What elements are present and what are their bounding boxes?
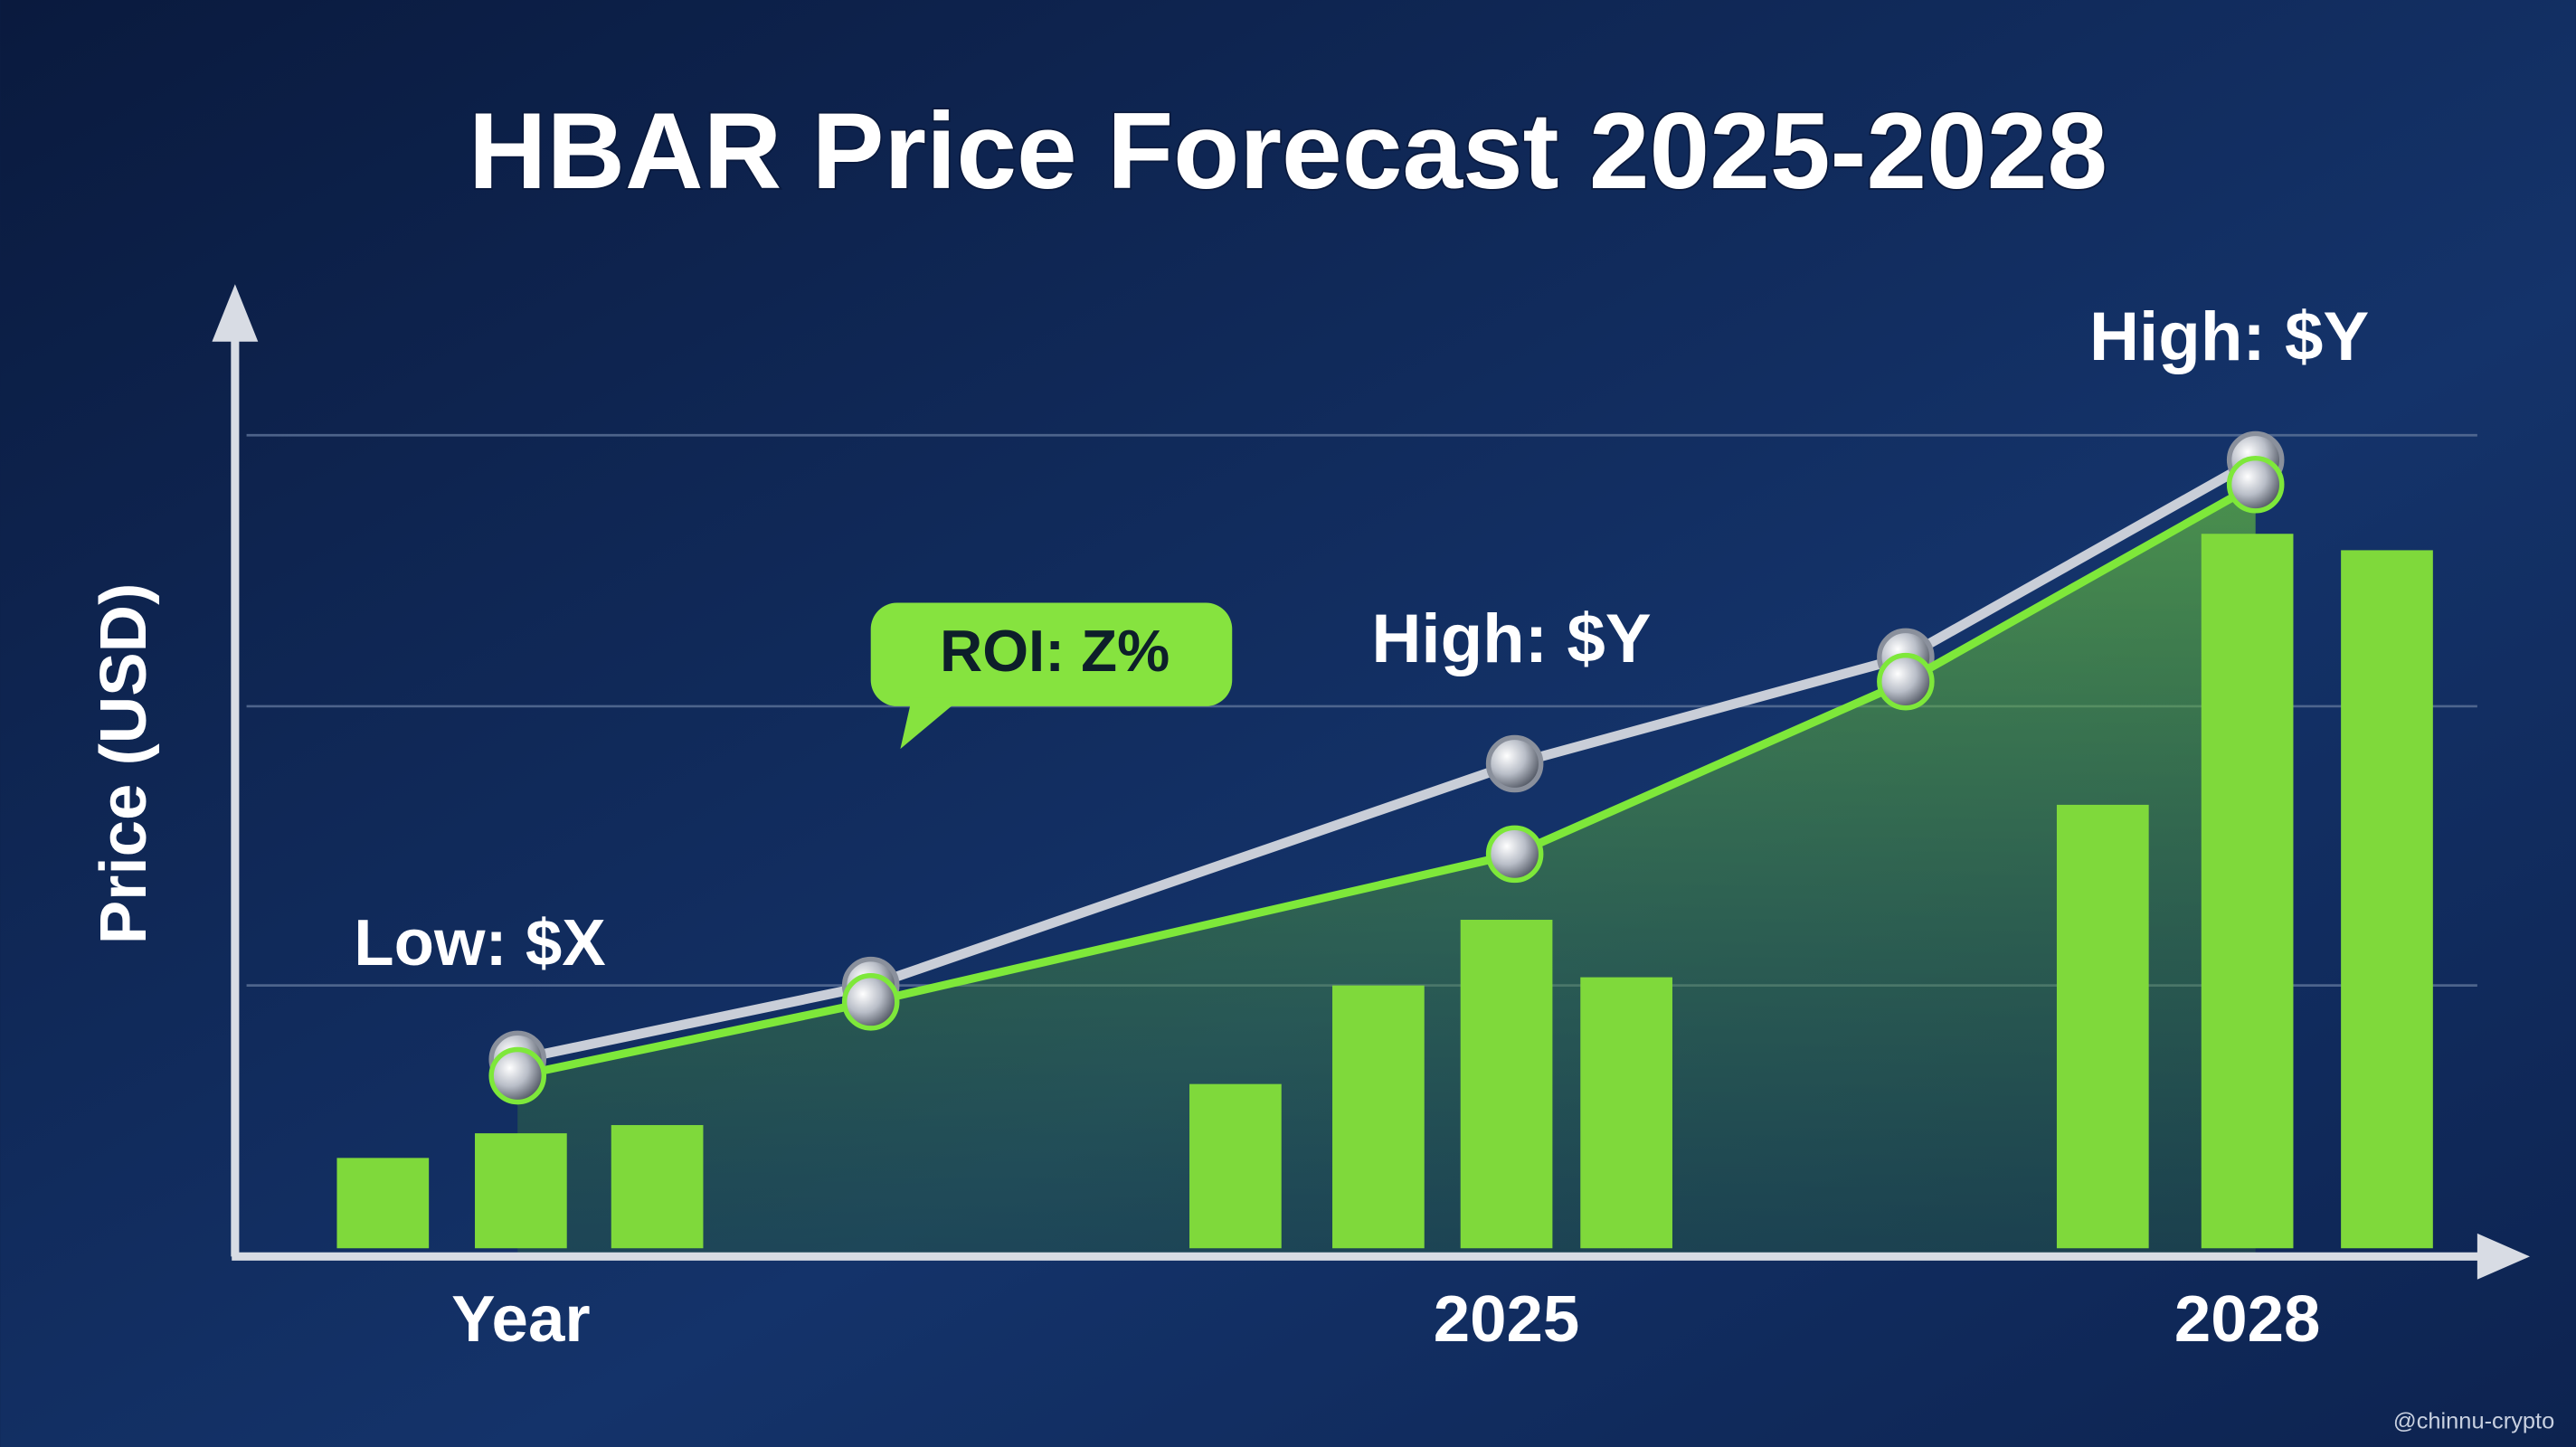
bars <box>336 534 2433 1249</box>
point <box>1485 825 1544 884</box>
y-axis-label: Price (USD) <box>87 583 160 945</box>
axes <box>212 284 2530 1280</box>
area <box>517 484 2256 1257</box>
bar <box>1580 977 1672 1249</box>
point <box>1485 734 1544 793</box>
bubble-box <box>870 602 1233 706</box>
point <box>1877 652 1935 711</box>
annotation: High: $Y <box>2089 298 2369 375</box>
point <box>488 1046 547 1105</box>
bar <box>1460 920 1553 1249</box>
chart-title: HBAR Price Forecast 2025-2028 <box>469 90 2107 212</box>
bar <box>475 1133 567 1249</box>
lines <box>488 430 2285 1105</box>
labels: Year 2025 2028 Low: $X ROI: Z% High: $Y High: … <box>354 298 2369 1356</box>
annotation: High: $Y <box>1371 601 1651 677</box>
x-tick-label: 2028 <box>2174 1282 2321 1356</box>
bar <box>1332 985 1425 1249</box>
area-layer <box>517 484 2256 1257</box>
annotation: ROI: Z% <box>940 618 1170 684</box>
bar <box>2341 550 2433 1249</box>
x-tick-label: 2025 <box>1434 1282 1580 1356</box>
bar <box>1189 1083 1282 1249</box>
bar <box>2201 534 2294 1249</box>
x-axis-arrow <box>2477 1233 2530 1280</box>
annotation: Low: $X <box>354 906 605 979</box>
watermark: @chinnu-crypto <box>2393 1408 2554 1433</box>
point <box>841 973 900 1031</box>
bar <box>336 1158 430 1249</box>
bar <box>2056 804 2149 1249</box>
point <box>2226 455 2285 514</box>
x-tick-label: Year <box>451 1282 590 1356</box>
bar <box>611 1125 704 1249</box>
y-axis-arrow <box>212 284 259 342</box>
